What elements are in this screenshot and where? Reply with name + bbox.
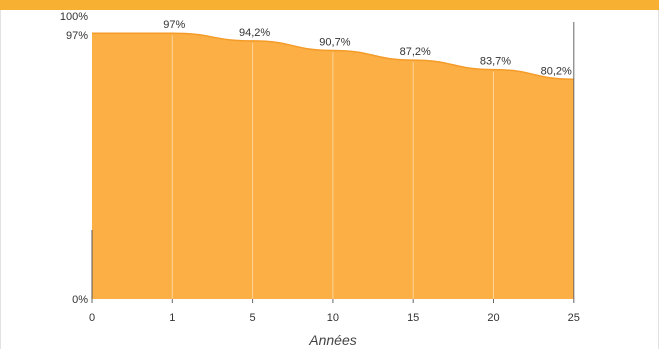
data-label: 97% (163, 19, 185, 31)
x-tick-label: 5 (250, 312, 256, 324)
x-tick-label: 15 (407, 312, 419, 324)
y-tick-label: 97% (66, 30, 88, 42)
x-tick-label: 20 (487, 312, 499, 324)
x-tick-label: 0 (89, 312, 95, 324)
header-band (0, 0, 659, 10)
y-axis-ticks: 100% 97% 0% (60, 11, 88, 306)
data-label: 83,7% (480, 56, 511, 68)
x-tick-label: 1 (169, 312, 175, 324)
data-label: 90,7% (319, 36, 350, 48)
x-axis-ticks: 0 1 5 10 15 20 25 (89, 299, 580, 324)
data-label: 80,2% (541, 65, 572, 77)
x-axis-title: Années (308, 332, 356, 348)
data-label: 87,2% (400, 46, 431, 58)
x-tick-label: 10 (327, 312, 339, 324)
year-dividers (171, 35, 494, 299)
area-top-line (91, 32, 574, 81)
x-tick-label: 25 (568, 312, 580, 324)
data-label: 94,2% (239, 27, 270, 39)
data-labels: 97% 94,2% 90,7% 87,2% 83,7% 80,2% (163, 19, 572, 77)
area-fill (92, 33, 574, 299)
y-tick-label: 100% (60, 11, 88, 23)
y-tick-label: 0% (72, 294, 88, 306)
frame-left-border (0, 10, 1, 349)
